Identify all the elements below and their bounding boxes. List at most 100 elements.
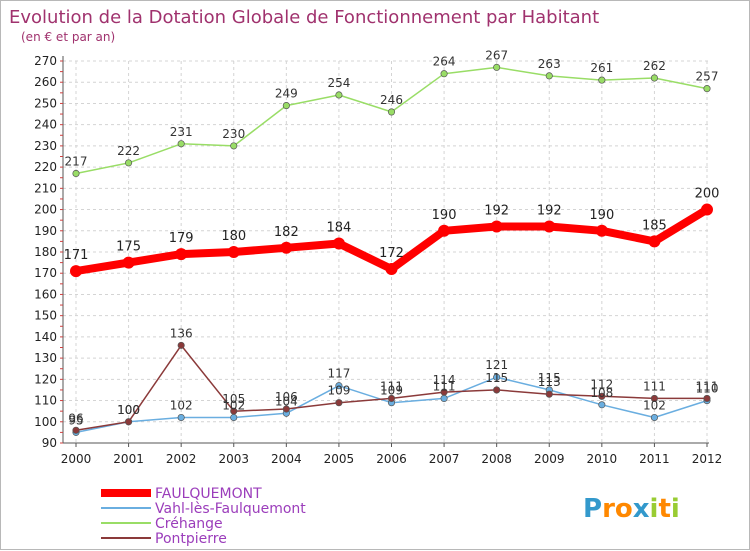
data-point bbox=[703, 85, 711, 93]
data-point bbox=[493, 373, 501, 381]
data-point bbox=[440, 388, 448, 396]
logo-letter: x bbox=[633, 494, 650, 524]
data-label: 117 bbox=[327, 367, 350, 381]
data-label: 190 bbox=[589, 208, 614, 223]
data-label: 112 bbox=[590, 377, 613, 391]
data-point bbox=[650, 74, 658, 82]
data-point bbox=[282, 405, 290, 413]
data-label: 108 bbox=[590, 386, 613, 400]
data-label: 110 bbox=[696, 382, 719, 396]
chart-subtitle: (en € et par an) bbox=[21, 30, 115, 44]
data-point bbox=[335, 91, 343, 99]
data-point bbox=[545, 72, 553, 80]
data-label: 109 bbox=[327, 384, 350, 398]
data-point bbox=[650, 413, 658, 422]
y-tick-label: 170 bbox=[34, 266, 57, 280]
grid bbox=[63, 60, 709, 444]
data-label: 222 bbox=[117, 144, 140, 158]
data-point bbox=[385, 262, 398, 275]
logo-letter: t bbox=[658, 494, 670, 524]
legend-label-pontpierre: Pontpierre bbox=[155, 531, 227, 547]
data-point bbox=[122, 256, 135, 269]
legend-label-vahl-l-s-faulquemont: Vahl-lès-Faulquemont bbox=[155, 501, 306, 517]
data-label: 254 bbox=[327, 76, 350, 90]
data-label: 249 bbox=[275, 87, 298, 101]
x-tick-label: 2002 bbox=[166, 452, 197, 466]
data-point bbox=[332, 237, 345, 250]
data-label: 261 bbox=[590, 61, 613, 75]
data-label: 102 bbox=[170, 399, 193, 413]
x-tick-label: 2003 bbox=[218, 452, 249, 466]
data-point bbox=[493, 63, 501, 71]
data-label: 190 bbox=[432, 208, 457, 223]
data-point bbox=[230, 142, 238, 150]
data-point bbox=[72, 426, 80, 434]
data-label: 115 bbox=[538, 371, 561, 385]
x-tick-label: 2006 bbox=[376, 452, 407, 466]
legend-label-cr-hange: Créhange bbox=[155, 516, 223, 532]
data-label: 172 bbox=[379, 246, 404, 261]
logo-letter: o bbox=[615, 494, 633, 524]
data-label: 96 bbox=[68, 411, 83, 425]
data-point bbox=[598, 392, 606, 400]
y-tick-label: 150 bbox=[34, 309, 57, 323]
data-point bbox=[335, 399, 343, 407]
data-point bbox=[282, 102, 290, 110]
data-label: 192 bbox=[537, 204, 562, 219]
x-tick-label: 2009 bbox=[534, 452, 565, 466]
data-label: 264 bbox=[433, 55, 456, 69]
y-tick-label: 250 bbox=[34, 96, 57, 110]
data-point bbox=[175, 248, 188, 261]
data-label: 263 bbox=[538, 57, 561, 71]
y-tick-label: 110 bbox=[34, 394, 57, 408]
data-label: 184 bbox=[327, 221, 352, 236]
data-point bbox=[703, 394, 711, 402]
data-label: 102 bbox=[643, 399, 666, 413]
tick-labels: 9010011012013014015016017018019020021022… bbox=[34, 54, 722, 466]
proxiti-logo: Proxiti bbox=[583, 494, 680, 524]
legend-label-faulquemont: FAULQUEMONT bbox=[155, 486, 262, 502]
y-tick-label: 160 bbox=[34, 287, 57, 301]
data-point bbox=[280, 241, 293, 254]
data-point bbox=[227, 246, 240, 258]
data-label: 182 bbox=[274, 225, 299, 240]
data-label: 217 bbox=[65, 154, 88, 168]
chart-title: Evolution de la Dotation Globale de Fonc… bbox=[9, 7, 599, 28]
logo-letter: r bbox=[602, 494, 615, 524]
data-point bbox=[125, 159, 133, 167]
data-point bbox=[438, 224, 451, 237]
y-tick-label: 90 bbox=[42, 436, 57, 450]
x-tick-label: 2012 bbox=[692, 452, 723, 466]
data-label: 105 bbox=[222, 392, 245, 406]
y-tick-label: 190 bbox=[34, 224, 57, 238]
y-tick-label: 120 bbox=[34, 372, 57, 386]
data-label: 111 bbox=[643, 379, 666, 393]
logo-letter: i bbox=[650, 494, 659, 524]
data-point bbox=[177, 341, 185, 349]
y-tick-label: 240 bbox=[34, 118, 57, 132]
data-label: 121 bbox=[485, 358, 508, 372]
data-label: 180 bbox=[221, 229, 246, 244]
logo-letter: P bbox=[583, 494, 602, 524]
x-tick-label: 2005 bbox=[324, 452, 355, 466]
data-point bbox=[387, 394, 396, 402]
x-tick-label: 2004 bbox=[271, 452, 302, 466]
data-point bbox=[335, 382, 343, 390]
data-point bbox=[177, 140, 185, 148]
data-label: 136 bbox=[170, 326, 193, 340]
x-tick-label: 2011 bbox=[639, 452, 670, 466]
data-label: 106 bbox=[275, 390, 298, 404]
y-tick-label: 260 bbox=[34, 75, 57, 89]
data-point bbox=[598, 401, 606, 409]
y-tick-label: 210 bbox=[34, 181, 57, 195]
data-point bbox=[387, 108, 396, 116]
y-tick-label: 200 bbox=[34, 203, 57, 217]
data-label: 113 bbox=[538, 375, 561, 389]
data-point bbox=[701, 203, 713, 216]
data-label: 267 bbox=[485, 48, 508, 62]
data-point bbox=[440, 70, 448, 78]
data-label: 104 bbox=[275, 394, 298, 408]
y-tick-label: 180 bbox=[34, 245, 57, 259]
